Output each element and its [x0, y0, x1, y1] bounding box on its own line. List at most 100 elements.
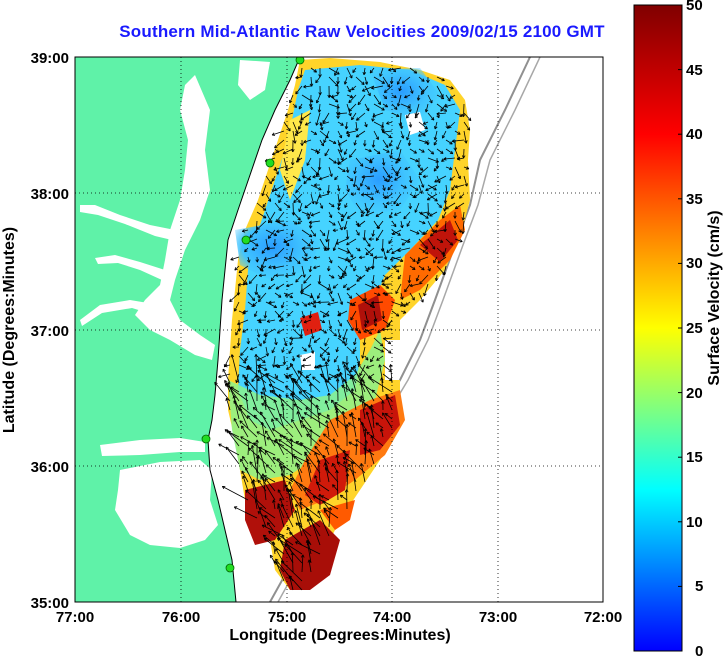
- velocity-vector-head: [350, 112, 352, 116]
- velocity-vector: [353, 175, 357, 187]
- velocity-vector-head: [379, 364, 382, 368]
- velocity-vector: [361, 175, 375, 178]
- velocity-vector-head: [410, 206, 413, 210]
- velocity-vector-head: [256, 439, 259, 443]
- velocity-vector-head: [305, 452, 308, 456]
- velocity-vector-head: [336, 162, 339, 166]
- velocity-vector: [382, 247, 387, 260]
- velocity-vector-head: [271, 418, 275, 422]
- velocity-vector: [336, 410, 339, 420]
- velocity-vector-head: [322, 359, 326, 361]
- velocity-vector-head: [445, 108, 448, 112]
- velocity-vector-head: [386, 121, 389, 124]
- velocity-vector: [449, 94, 456, 99]
- velocity-vector-head: [422, 174, 426, 178]
- velocity-vector-head: [347, 473, 350, 477]
- velocity-vector-head: [268, 300, 272, 303]
- velocity-vector: [256, 319, 262, 324]
- velocity-vector: [289, 473, 303, 492]
- velocity-vector-head: [307, 518, 311, 521]
- velocity-vector-head: [458, 131, 461, 135]
- velocity-vector-head: [316, 365, 320, 368]
- velocity-vector-head: [379, 428, 382, 432]
- velocity-vector: [319, 355, 326, 361]
- velocity-vector-head: [290, 233, 292, 237]
- velocity-vector: [295, 85, 303, 95]
- velocity-vector: [328, 283, 332, 294]
- x-tick-label: 74:00: [373, 609, 411, 626]
- velocity-vector-head: [353, 341, 355, 346]
- x-tick-label: 76:00: [162, 609, 200, 626]
- velocity-vector-head: [282, 403, 285, 407]
- velocity-vector: [373, 94, 381, 105]
- velocity-vector: [273, 166, 285, 171]
- velocity-vector-head: [434, 169, 437, 172]
- velocity-vector: [427, 94, 433, 104]
- velocity-vector-head: [295, 191, 299, 193]
- velocity-vector-head: [437, 180, 440, 184]
- velocity-vector-head: [328, 326, 332, 330]
- velocity-vector-head: [381, 162, 385, 166]
- velocity-vector-head: [368, 186, 371, 190]
- velocity-vector-head: [277, 505, 279, 509]
- velocity-vector-head: [295, 77, 299, 80]
- velocity-vector: [237, 319, 249, 325]
- velocity-vector-head: [304, 488, 307, 492]
- velocity-vector-head: [371, 118, 373, 122]
- velocity-vector-head: [423, 293, 427, 297]
- velocity-vector-head: [253, 479, 256, 483]
- velocity-vector-head: [309, 107, 313, 111]
- velocity-vector-head: [303, 84, 307, 88]
- velocity-vector-head: [451, 150, 454, 154]
- velocity-vector: [409, 256, 416, 262]
- velocity-vector-head: [362, 71, 365, 75]
- velocity-vector: [298, 103, 303, 110]
- velocity-vector: [341, 274, 348, 278]
- velocity-vector: [401, 238, 411, 246]
- velocity-vector-head: [271, 390, 274, 394]
- velocity-vector-head: [244, 392, 247, 397]
- velocity-vector-head: [266, 246, 270, 249]
- velocity-vector: [420, 85, 429, 95]
- velocity-vector: [418, 76, 425, 82]
- velocity-vector: [292, 211, 301, 221]
- velocity-vector-head: [315, 482, 318, 486]
- velocity-vector-head: [245, 467, 249, 470]
- velocity-vector: [373, 76, 385, 84]
- velocity-vector-head: [291, 418, 295, 422]
- velocity-vector: [435, 274, 438, 281]
- velocity-vector-head: [303, 182, 307, 185]
- velocity-vector-head: [345, 236, 349, 240]
- velocity-vector-head: [304, 122, 308, 126]
- velocity-vector-head: [323, 247, 327, 250]
- velocity-vector-head: [382, 107, 385, 111]
- velocity-vector: [382, 373, 393, 382]
- velocity-vector-head: [249, 236, 253, 238]
- velocity-vector: [391, 103, 398, 110]
- velocity-vector-head: [336, 91, 339, 95]
- velocity-vector-head: [317, 300, 321, 303]
- velocity-vector-head: [361, 300, 365, 302]
- velocity-vector-head: [317, 281, 320, 285]
- velocity-vector: [382, 193, 387, 199]
- velocity-vector-head: [345, 367, 348, 371]
- velocity-vector-head: [319, 92, 322, 96]
- velocity-vector-head: [361, 88, 365, 92]
- velocity-vector-head: [297, 262, 301, 265]
- velocity-vector-head: [382, 188, 385, 191]
- velocity-vector-head: [356, 233, 360, 236]
- velocity-vector-head: [409, 285, 413, 288]
- velocity-vector-head: [386, 201, 390, 204]
- velocity-vector-head: [347, 236, 350, 240]
- velocity-vector-head: [265, 464, 268, 468]
- velocity-vector: [339, 193, 348, 202]
- velocity-vector: [390, 256, 402, 261]
- velocity-vector-head: [410, 91, 413, 94]
- velocity-vector: [457, 157, 465, 160]
- velocity-vector: [436, 94, 445, 100]
- velocity-vector: [256, 265, 264, 272]
- velocity-vector: [230, 386, 240, 393]
- velocity-vector-head: [366, 411, 370, 415]
- velocity-vector-head: [435, 278, 439, 282]
- velocity-vector-head: [330, 94, 334, 98]
